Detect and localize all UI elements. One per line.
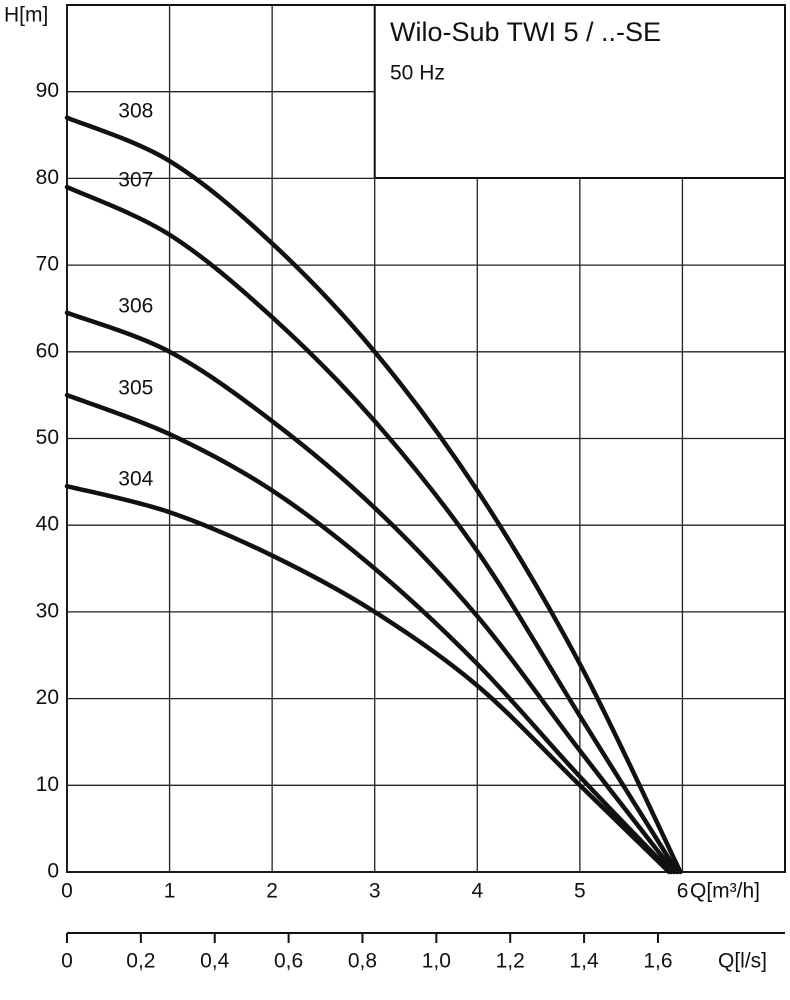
x2-tick-label: 0,2 bbox=[126, 950, 155, 973]
chart-title: Wilo-Sub TWI 5 / ..-SE bbox=[390, 17, 661, 47]
y-axis-label: H[m] bbox=[4, 4, 48, 27]
series-label: 304 bbox=[118, 468, 153, 491]
x2-tick-label: 0,6 bbox=[274, 950, 303, 973]
x-tick-label: 3 bbox=[369, 880, 381, 903]
y-tick-label: 70 bbox=[36, 253, 59, 276]
y-tick-label: 0 bbox=[47, 860, 59, 883]
curve bbox=[64, 392, 674, 875]
x2-tick-label: 1,6 bbox=[643, 950, 672, 973]
y-tick-label: 90 bbox=[36, 79, 59, 102]
x2-tick-label: 0,4 bbox=[200, 950, 230, 973]
x2-tick-label: 0,8 bbox=[348, 950, 377, 973]
y-tick-label: 50 bbox=[36, 426, 59, 449]
x2-tick-label: 1,4 bbox=[569, 950, 599, 973]
x-axis-label: Q[m³/h] bbox=[690, 880, 760, 903]
x-tick-label: 2 bbox=[266, 880, 278, 903]
x-tick-label: 4 bbox=[471, 880, 483, 903]
x-tick-label: 1 bbox=[164, 880, 176, 903]
x2-tick-label: 1,0 bbox=[422, 950, 451, 973]
series-label: 308 bbox=[118, 99, 153, 122]
x2-axis-label: Q[l/s] bbox=[718, 950, 767, 973]
curve bbox=[64, 115, 683, 875]
series-label: 306 bbox=[118, 294, 153, 317]
x-tick-label: 5 bbox=[574, 880, 586, 903]
curve bbox=[64, 184, 680, 875]
chart-subtitle: 50 Hz bbox=[390, 62, 445, 85]
curve bbox=[64, 483, 672, 875]
curve bbox=[64, 310, 677, 875]
x2-tick-label: 0 bbox=[61, 950, 73, 973]
x-tick-label: 6 bbox=[677, 880, 689, 903]
x-tick-label: 0 bbox=[61, 880, 73, 903]
series-label: 305 bbox=[118, 377, 153, 400]
x2-tick-label: 1,2 bbox=[496, 950, 525, 973]
series-label: 307 bbox=[118, 169, 153, 192]
title-box bbox=[373, 4, 786, 179]
y-tick-label: 80 bbox=[36, 166, 59, 189]
y-tick-label: 40 bbox=[36, 513, 59, 536]
y-tick-label: 30 bbox=[36, 599, 59, 622]
y-tick-label: 60 bbox=[36, 339, 59, 362]
y-tick-label: 20 bbox=[36, 686, 59, 709]
y-tick-label: 10 bbox=[36, 773, 59, 796]
